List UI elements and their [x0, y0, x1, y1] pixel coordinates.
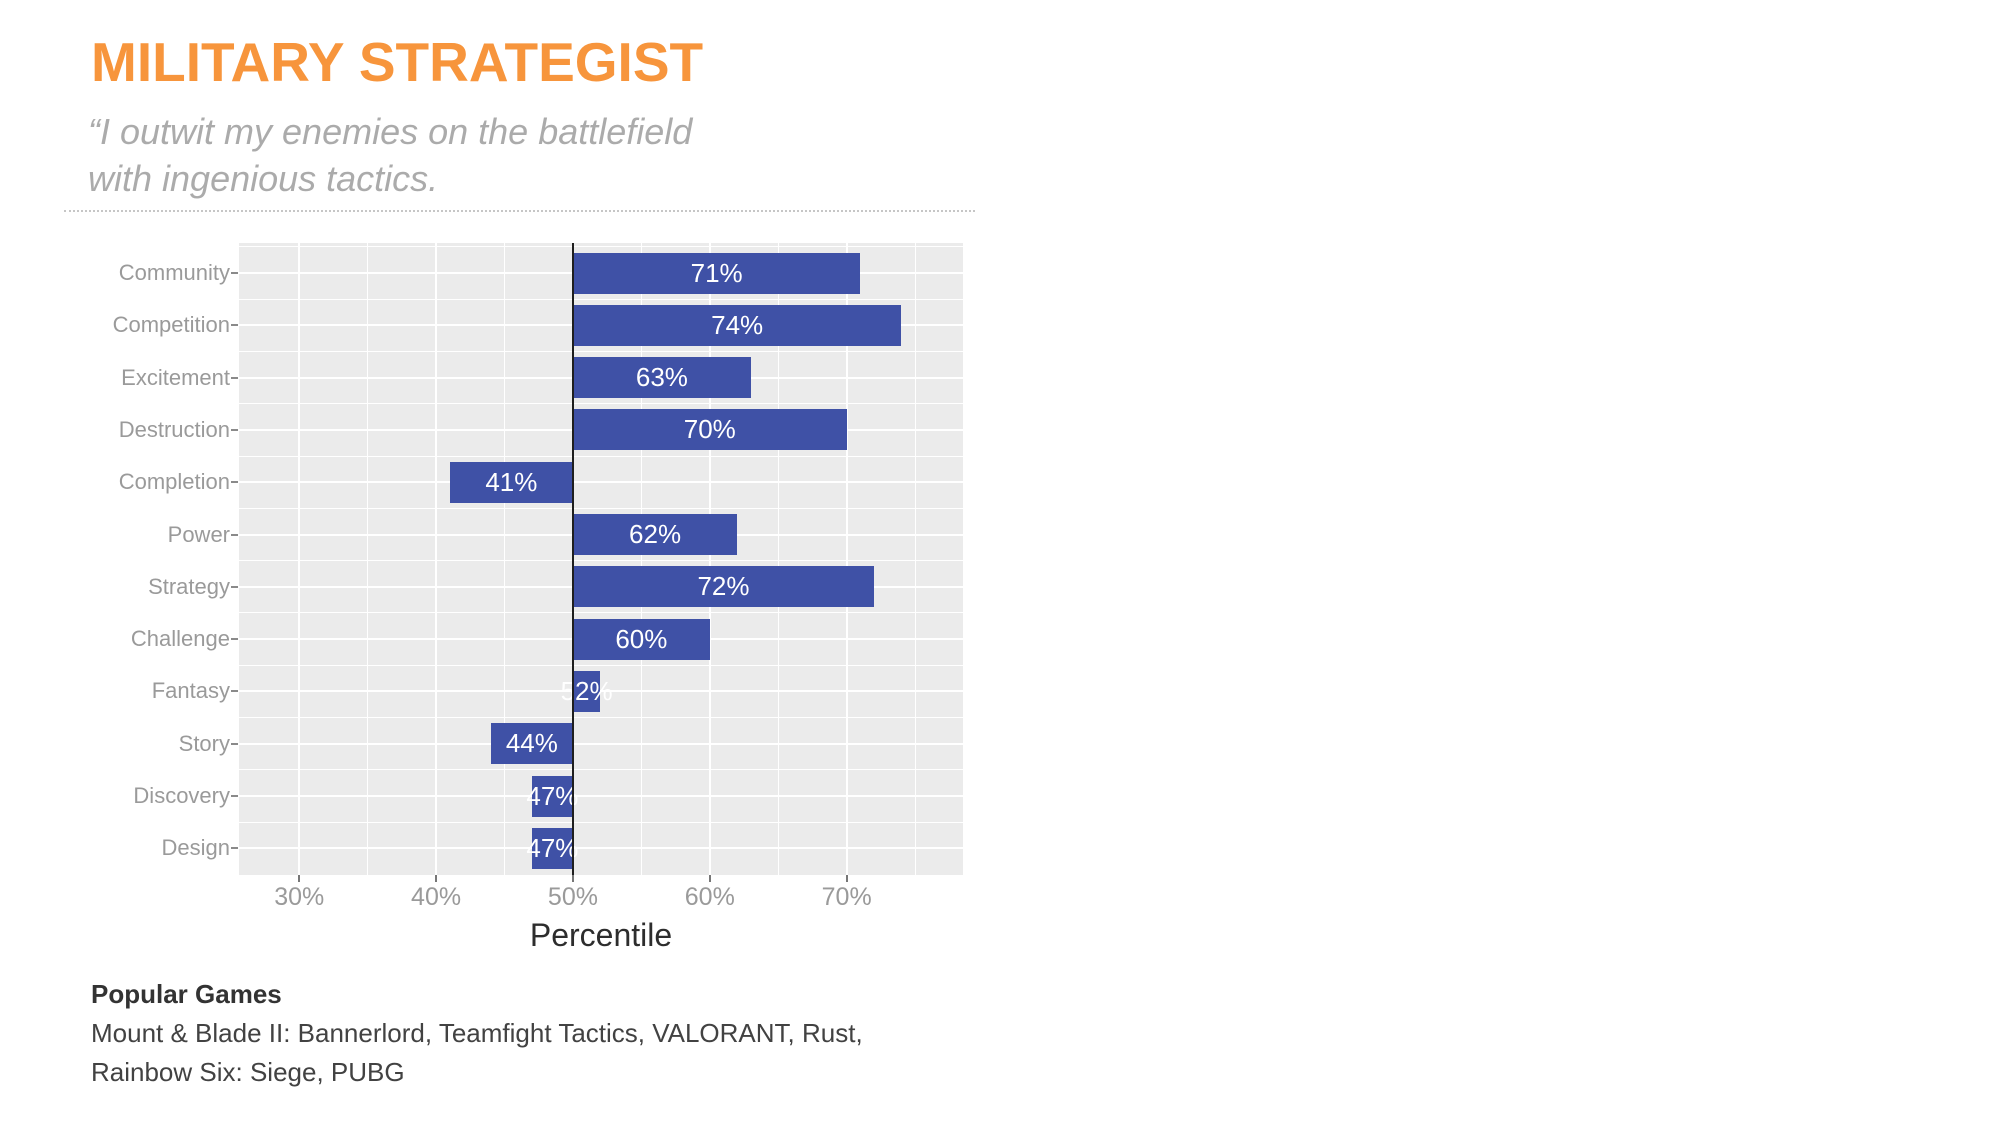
gridline-major-horizontal [239, 690, 963, 693]
gridline-major-vertical [298, 243, 301, 875]
gridline-major-horizontal [239, 742, 963, 745]
gridline-major-horizontal [239, 847, 963, 850]
popular-games-line-1: Mount & Blade II: Bannerlord, Teamfight … [91, 1018, 863, 1048]
y-axis-tick-strategy [231, 585, 238, 588]
bar-fantasy: 52% [561, 670, 613, 712]
quote-line-2: with ingenious tactics. [88, 158, 439, 199]
gridline-minor-vertical [504, 243, 505, 875]
x-axis-tick-60 [708, 875, 711, 882]
category-label-power: Power [167, 521, 230, 547]
gridline-minor-horizontal [239, 664, 963, 666]
bar-design: 47% [526, 827, 578, 869]
bar-power: 62% [572, 514, 738, 555]
y-axis-tick-challenge [231, 638, 238, 641]
y-axis-tick-fantasy [231, 690, 238, 693]
category-label-excitement: Excitement [121, 364, 230, 390]
y-axis-tick-power [231, 533, 238, 536]
gridline-minor-horizontal [239, 612, 963, 614]
x-axis-tick-label-40: 40% [411, 883, 462, 911]
category-label-competition: Competition [112, 312, 230, 338]
gridline-major-vertical [708, 243, 711, 875]
bar-value-label-fantasy: 52% [560, 675, 613, 706]
category-label-community: Community [118, 260, 230, 285]
x-axis-tick-70 [845, 875, 848, 882]
x-axis-tick-40 [435, 875, 438, 882]
gridline-major-horizontal [239, 481, 963, 484]
category-label-destruction: Destruction [118, 416, 230, 442]
bar-value-label-strategy: 72% [697, 571, 750, 602]
gridline-major-horizontal [239, 795, 963, 797]
bar-value-label-completion: 41% [485, 466, 538, 497]
quote-line-1: “I outwit my enemies on the battlefield [88, 111, 693, 152]
popular-games-line-2: Rainbow Six: Siege, PUBG [91, 1057, 405, 1087]
x-axis-title: Percentile [529, 917, 673, 953]
bar-completion: 41% [449, 461, 573, 503]
bar-value-label-discovery: 47% [526, 780, 579, 811]
bar-destruction: 70% [572, 409, 847, 451]
bar-value-label-competition: 74% [711, 309, 764, 340]
gridline-minor-horizontal [239, 246, 963, 248]
bar-value-label-design: 47% [526, 832, 579, 863]
y-axis-tick-community [231, 272, 238, 274]
x-axis-tick-50 [571, 875, 574, 882]
y-axis-tick-completion [231, 481, 238, 484]
bar-value-label-excitement: 63% [635, 362, 688, 393]
gridline-minor-horizontal [239, 769, 963, 771]
bar-value-label-community: 71% [690, 257, 743, 288]
gridline-minor-horizontal [239, 560, 963, 562]
y-axis-tick-design [231, 847, 238, 850]
page-title: MILITARY STRATEGIST [91, 31, 704, 93]
y-axis-tick-story [231, 742, 238, 745]
gridline-minor-vertical [640, 243, 642, 875]
gridline-minor-horizontal [239, 507, 963, 509]
x-axis-tick-label-70: 70% [821, 883, 872, 911]
y-axis-tick-destruction [231, 428, 238, 431]
bar-strategy: 72% [572, 566, 875, 608]
gamer-quote: “I outwit my enemies on the battlefield … [88, 108, 692, 202]
bar-challenge: 60% [572, 618, 710, 660]
popular-games-section: Popular Games Mount & Blade II: Bannerlo… [91, 975, 863, 1092]
category-label-strategy: Strategy [148, 573, 230, 599]
gridline-minor-horizontal [239, 717, 963, 719]
bar-value-label-power: 62% [629, 519, 682, 549]
x-axis-tick-label-60: 60% [684, 883, 735, 911]
popular-games-heading: Popular Games [91, 979, 282, 1009]
y-axis-tick-discovery [231, 795, 238, 797]
bar-excitement: 63% [572, 357, 751, 399]
gridline-major-vertical [435, 243, 438, 875]
gridline-minor-horizontal [239, 298, 963, 300]
x-axis-tick-label-30: 30% [274, 883, 325, 911]
baseline-50-percent-line [571, 243, 575, 875]
gridline-major-vertical [845, 243, 848, 875]
bar-discovery: 47% [526, 775, 578, 817]
category-label-completion: Completion [118, 469, 230, 495]
category-label-discovery: Discovery [133, 783, 230, 808]
category-label-challenge: Challenge [130, 626, 230, 652]
category-label-design: Design [161, 835, 230, 861]
gridline-minor-horizontal [239, 350, 963, 352]
x-axis-tick-30 [298, 875, 301, 882]
bar-value-label-challenge: 60% [615, 623, 668, 654]
bar-value-label-story: 44% [505, 728, 558, 759]
gridline-minor-horizontal [239, 821, 963, 823]
bar-value-label-destruction: 70% [683, 414, 736, 445]
y-axis-tick-competition [231, 324, 238, 327]
y-axis-tick-excitement [231, 376, 238, 379]
bar-story: 44% [490, 723, 573, 765]
gridline-minor-vertical [777, 243, 779, 875]
gridline-minor-vertical [914, 243, 916, 875]
gridline-minor-vertical [367, 243, 369, 875]
bar-competition: 74% [572, 304, 902, 346]
gridline-minor-horizontal [239, 455, 963, 457]
category-label-story: Story [178, 730, 230, 756]
category-label-fantasy: Fantasy [151, 678, 230, 704]
bar-community: 71% [572, 252, 861, 294]
dotted-divider [64, 210, 975, 212]
x-axis-tick-label-50: 50% [547, 883, 598, 911]
gridline-minor-horizontal [239, 403, 963, 405]
